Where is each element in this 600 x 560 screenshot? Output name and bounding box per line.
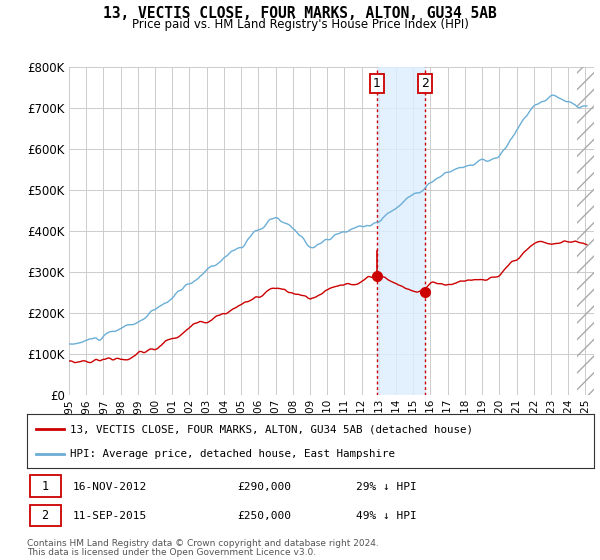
- Text: Price paid vs. HM Land Registry's House Price Index (HPI): Price paid vs. HM Land Registry's House …: [131, 18, 469, 31]
- Text: £250,000: £250,000: [237, 511, 291, 521]
- Text: 1: 1: [373, 77, 381, 90]
- Bar: [377, 67, 425, 395]
- Text: 16-NOV-2012: 16-NOV-2012: [73, 482, 146, 492]
- FancyBboxPatch shape: [30, 475, 61, 497]
- Text: 13, VECTIS CLOSE, FOUR MARKS, ALTON, GU34 5AB (detached house): 13, VECTIS CLOSE, FOUR MARKS, ALTON, GU3…: [70, 424, 473, 435]
- Text: 11-SEP-2015: 11-SEP-2015: [73, 511, 146, 521]
- FancyBboxPatch shape: [30, 505, 61, 526]
- Text: 29% ↓ HPI: 29% ↓ HPI: [356, 482, 416, 492]
- Text: 49% ↓ HPI: 49% ↓ HPI: [356, 511, 416, 521]
- Bar: [577, 67, 600, 395]
- Text: £290,000: £290,000: [237, 482, 291, 492]
- Text: Contains HM Land Registry data © Crown copyright and database right 2024.: Contains HM Land Registry data © Crown c…: [27, 539, 379, 548]
- Text: 13, VECTIS CLOSE, FOUR MARKS, ALTON, GU34 5AB: 13, VECTIS CLOSE, FOUR MARKS, ALTON, GU3…: [103, 6, 497, 21]
- Text: This data is licensed under the Open Government Licence v3.0.: This data is licensed under the Open Gov…: [27, 548, 316, 557]
- Text: 1: 1: [41, 480, 49, 493]
- Text: 2: 2: [41, 509, 49, 522]
- Text: 2: 2: [421, 77, 429, 90]
- Text: HPI: Average price, detached house, East Hampshire: HPI: Average price, detached house, East…: [70, 449, 395, 459]
